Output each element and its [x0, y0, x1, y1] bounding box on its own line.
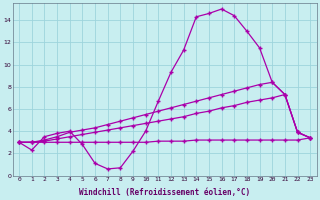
X-axis label: Windchill (Refroidissement éolien,°C): Windchill (Refroidissement éolien,°C)	[79, 188, 250, 197]
